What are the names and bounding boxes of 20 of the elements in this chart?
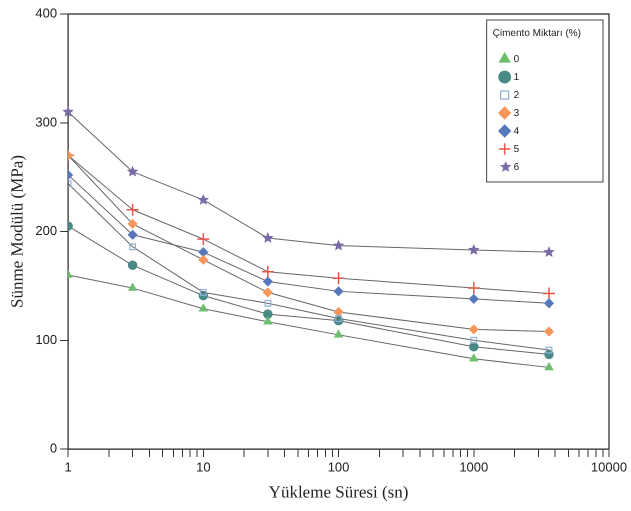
legend-label: 3 bbox=[514, 108, 520, 119]
x-tick-label: 1 bbox=[64, 459, 72, 474]
legend-label: 4 bbox=[514, 126, 520, 137]
x-tick-label: 10000 bbox=[590, 459, 628, 474]
x-tick-label: 100 bbox=[328, 459, 350, 474]
legend-label: 1 bbox=[514, 72, 520, 83]
y-tick-label: 300 bbox=[35, 114, 58, 130]
legend-label: 0 bbox=[514, 54, 520, 65]
x-axis-title: Yükleme Süresi (sn) bbox=[268, 482, 408, 502]
y-axis-title: Sünme Modülü (MPa) bbox=[8, 155, 27, 308]
y-tick-label: 200 bbox=[35, 223, 58, 238]
legend-title: Çimento Miktarı (%) bbox=[492, 28, 582, 39]
legend-label: 5 bbox=[514, 144, 520, 155]
y-tick-label: 100 bbox=[35, 332, 58, 347]
legend-label: 2 bbox=[514, 90, 520, 101]
legend-label: 6 bbox=[514, 162, 520, 173]
x-tick-label: 1000 bbox=[459, 459, 488, 474]
x-tick-label: 10 bbox=[196, 459, 211, 474]
y-tick-label: 0 bbox=[50, 440, 58, 456]
y-tick-label: 400 bbox=[35, 6, 58, 21]
